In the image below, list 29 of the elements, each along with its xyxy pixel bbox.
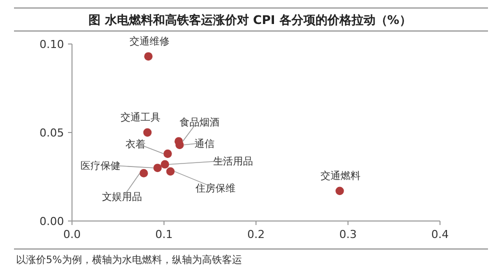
annotation: 交通燃料 bbox=[320, 170, 361, 182]
x-tick-label: 0.3 bbox=[339, 228, 357, 241]
x-tick-label: 0.2 bbox=[247, 228, 265, 241]
annotation: 通信 bbox=[194, 138, 215, 150]
text: 以涨价5%为例，横轴为水电燃料，纵轴为高铁客运 bbox=[16, 254, 242, 266]
point bbox=[163, 150, 172, 158]
chart-title: 图 水电燃料和高铁客运涨价对 CPI 各分项的价格拉动（%） bbox=[88, 13, 412, 27]
annotation: 生活用品 bbox=[212, 155, 253, 168]
point bbox=[175, 140, 184, 150]
point bbox=[166, 167, 175, 176]
annotation: 文娱用品 bbox=[102, 191, 142, 204]
y-tick-label: 0.10 bbox=[40, 38, 64, 51]
point bbox=[336, 186, 344, 196]
y-tick-label: 0.00 bbox=[40, 215, 64, 228]
annotation: 住房保维 bbox=[195, 182, 236, 194]
annotation: 衣着 bbox=[126, 138, 146, 151]
annotation: 食品烟酒 bbox=[180, 116, 220, 128]
annotation: 交通工具 bbox=[120, 112, 160, 124]
point bbox=[140, 169, 148, 178]
x-tick-label: 0.0 bbox=[63, 228, 81, 241]
annotation: 医疗保健 bbox=[80, 160, 121, 172]
point bbox=[153, 164, 162, 172]
point bbox=[143, 128, 152, 137]
y-tick-label: 0.05 bbox=[40, 126, 64, 140]
x-tick-label: 0.1 bbox=[155, 228, 173, 241]
point bbox=[160, 160, 170, 169]
point bbox=[144, 52, 153, 61]
x-tick-label: 0.4 bbox=[431, 228, 449, 241]
annotation: 交通维修 bbox=[129, 35, 170, 48]
